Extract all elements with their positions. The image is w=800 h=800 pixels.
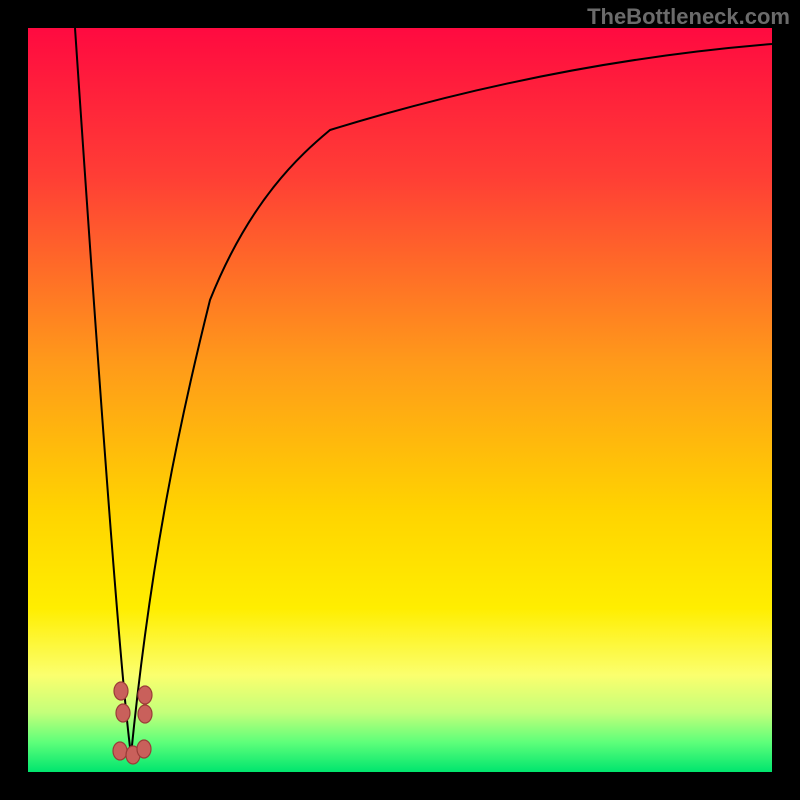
data-marker bbox=[138, 686, 152, 704]
data-marker bbox=[114, 682, 128, 700]
data-marker bbox=[116, 704, 130, 722]
chart-svg bbox=[0, 0, 800, 800]
data-marker bbox=[113, 742, 127, 760]
data-marker bbox=[138, 705, 152, 723]
data-marker bbox=[137, 740, 151, 758]
chart-container: TheBottleneck.com bbox=[0, 0, 800, 800]
plot-background bbox=[28, 28, 772, 772]
watermark-text: TheBottleneck.com bbox=[587, 4, 790, 30]
